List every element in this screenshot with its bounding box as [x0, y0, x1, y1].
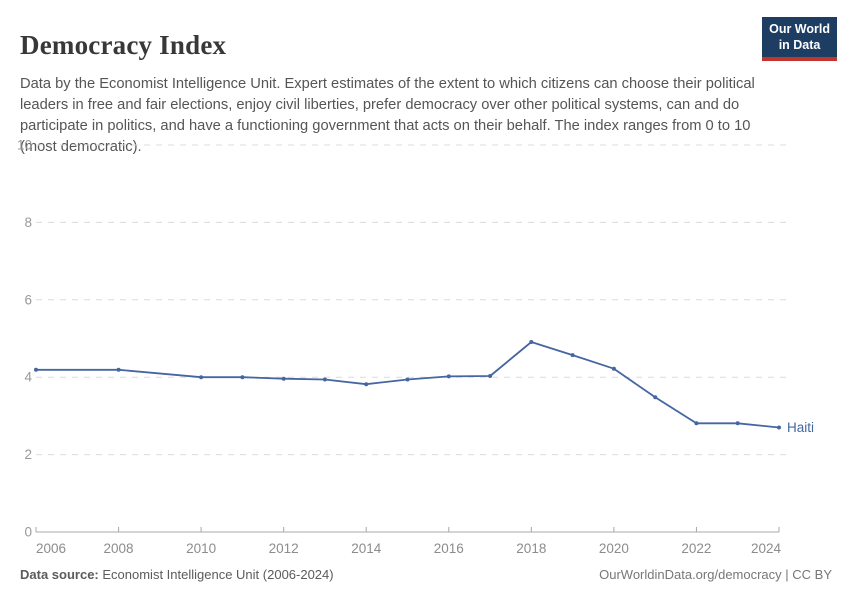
owid-url-link[interactable]: OurWorldinData.org/democracy | CC BY [599, 567, 832, 582]
y-axis-label-10: 10 [17, 138, 32, 153]
data-point-2024[interactable] [777, 425, 781, 430]
series-label-haiti[interactable]: Haiti [787, 420, 814, 435]
owid-logo: Our World in Data [762, 17, 837, 62]
y-axis-label-0: 0 [24, 525, 32, 540]
data-point-2011[interactable] [240, 375, 245, 380]
data-source-note: Data source: Economist Intelligence Unit… [20, 567, 334, 582]
y-axis-label-6: 6 [24, 292, 32, 307]
data-point-2014[interactable] [364, 382, 369, 387]
data-point-2019[interactable] [570, 353, 575, 358]
line-chart[interactable]: 0 2 4 6 8 10 2006 2008 2010 2012 2014 2016 2018 2020 2… [0, 132, 850, 564]
data-point-2018[interactable] [529, 340, 534, 344]
y-axis-label-4: 4 [24, 370, 32, 385]
x-axis-label-2020: 2020 [599, 541, 629, 556]
x-axis-label-2014: 2014 [351, 541, 382, 556]
y-axis-label-8: 8 [24, 215, 32, 230]
data-point-2022[interactable] [694, 421, 699, 426]
data-point-2020[interactable] [611, 366, 616, 371]
data-point-2017[interactable] [488, 374, 493, 378]
owid-logo-line1: Our World [769, 22, 830, 36]
data-point-2012[interactable] [281, 376, 286, 381]
x-axis-label-2024: 2024 [751, 541, 782, 556]
x-axis-label-2006: 2006 [36, 541, 66, 556]
data-point-2023[interactable] [735, 421, 740, 426]
data-point-2008[interactable] [116, 367, 121, 372]
y-axis-label-2: 2 [24, 447, 32, 462]
data-source-text: Economist Intelligence Unit (2006-2024) [98, 567, 334, 582]
data-point-2006[interactable] [34, 367, 38, 372]
data-point-2013[interactable] [322, 377, 327, 382]
page-title: Democracy Index [20, 30, 227, 61]
x-axis-label-2018: 2018 [516, 541, 546, 556]
x-axis-label-2008: 2008 [104, 541, 134, 556]
chart-footer: Data source: Economist Intelligence Unit… [20, 567, 832, 582]
data-point-2015[interactable] [405, 377, 410, 382]
line-series-haiti[interactable] [35, 341, 780, 429]
x-axis-label-2010: 2010 [186, 541, 216, 556]
x-axis-label-2016: 2016 [434, 541, 464, 556]
data-point-2021[interactable] [653, 395, 658, 400]
x-axis-label-2012: 2012 [269, 541, 299, 556]
data-point-2010[interactable] [199, 375, 204, 380]
data-point-2016[interactable] [446, 374, 451, 379]
owid-logo-line2: in Data [778, 37, 821, 52]
chart-subtitle: Data by the Economist Intelligence Unit.… [20, 75, 755, 155]
x-axis-label-2022: 2022 [681, 541, 711, 556]
data-source-label: Data source: [20, 567, 99, 582]
